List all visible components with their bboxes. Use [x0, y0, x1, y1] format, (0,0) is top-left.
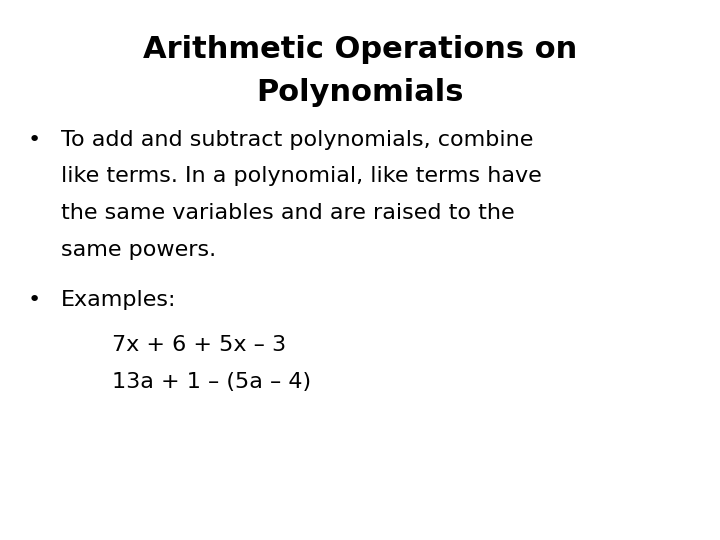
Text: 13a + 1 – (5a – 4): 13a + 1 – (5a – 4): [112, 372, 311, 392]
Text: like terms. In a polynomial, like terms have: like terms. In a polynomial, like terms …: [61, 166, 542, 186]
Text: To add and subtract polynomials, combine: To add and subtract polynomials, combine: [61, 130, 534, 150]
Text: the same variables and are raised to the: the same variables and are raised to the: [61, 203, 515, 223]
Text: Arithmetic Operations on: Arithmetic Operations on: [143, 35, 577, 64]
Text: Polynomials: Polynomials: [256, 78, 464, 107]
Text: Examples:: Examples:: [61, 290, 176, 310]
Text: 7x + 6 + 5x – 3: 7x + 6 + 5x – 3: [112, 335, 286, 355]
Text: same powers.: same powers.: [61, 240, 216, 260]
Text: •: •: [27, 130, 40, 150]
Text: •: •: [27, 290, 40, 310]
